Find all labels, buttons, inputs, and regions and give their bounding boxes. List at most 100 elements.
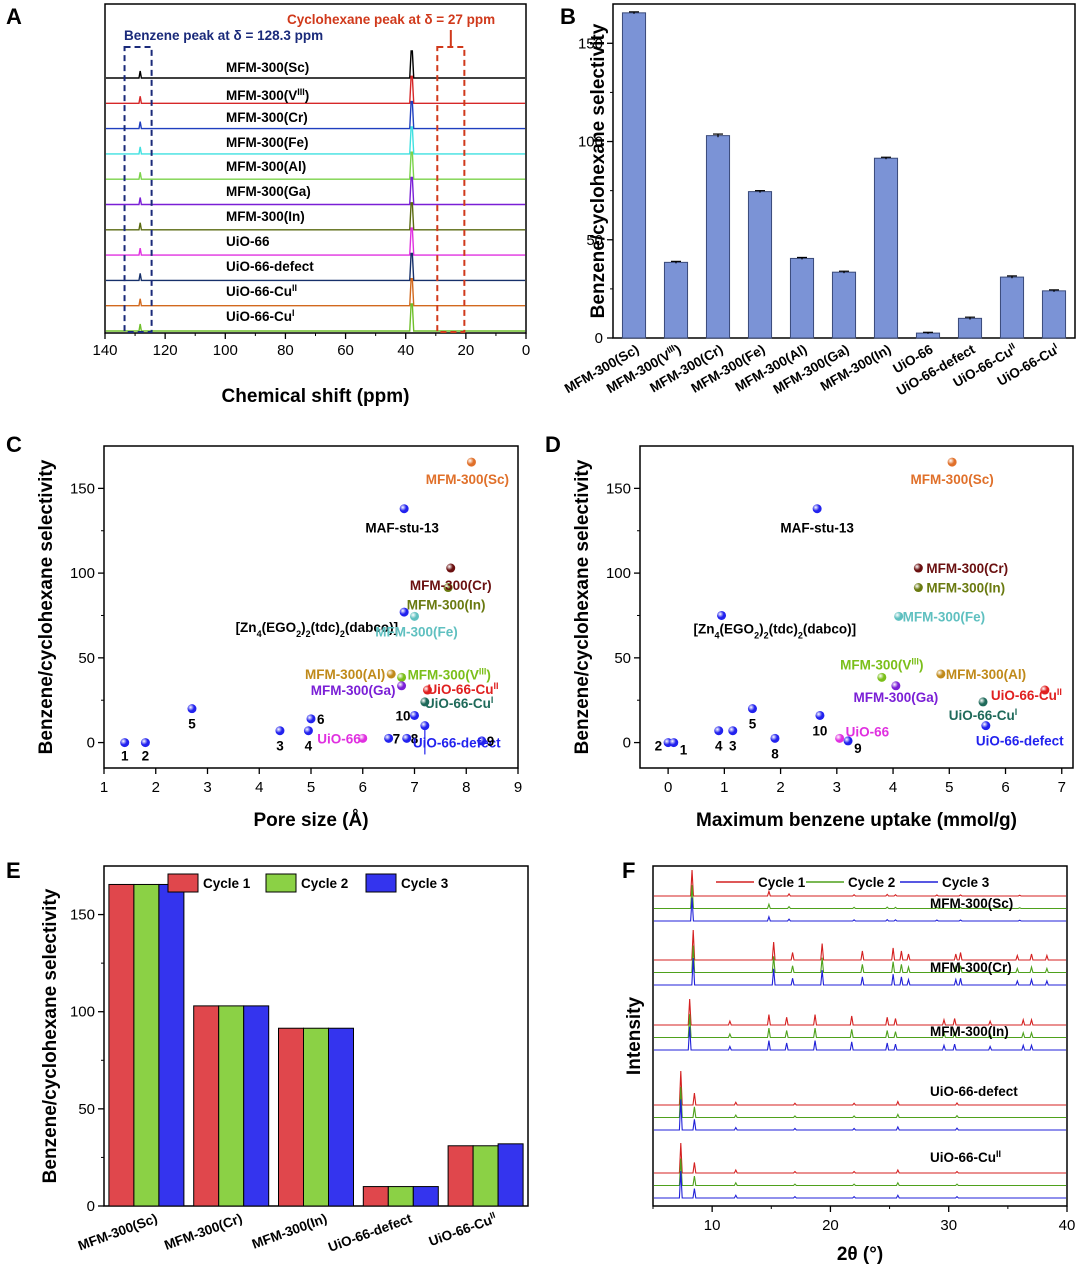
series-label: MFM-300(Al)	[226, 159, 306, 174]
point-label: [Zn4(EGO2)2(tdc)2(dabco)]	[694, 621, 857, 640]
series-label: UiO-66-CuII	[226, 283, 297, 299]
x-tick-label: 40	[397, 342, 414, 359]
text-part: 2	[306, 629, 311, 639]
y-tick-label: 150	[578, 35, 603, 52]
text-part: 5	[188, 717, 196, 732]
x-tick-label: 8	[462, 779, 470, 796]
data-point	[728, 726, 738, 736]
nmr-trace	[106, 303, 525, 332]
text-part: UiO-66-Cu	[930, 1150, 996, 1165]
data-point	[1040, 685, 1050, 695]
group-label: MFM-300(Cr)	[930, 960, 1012, 975]
bar	[328, 1027, 354, 1207]
data-point	[187, 704, 197, 714]
data-point	[358, 733, 368, 743]
data-point	[384, 733, 394, 743]
point-label: MFM-300(Sc)	[910, 472, 993, 487]
text-part: 9	[854, 741, 862, 756]
data-point	[306, 714, 316, 724]
point-label: 1	[680, 743, 688, 758]
point-label: MFM-300(Fe)	[375, 624, 458, 639]
legend-swatch	[365, 873, 397, 893]
bar	[472, 1145, 499, 1207]
bar	[789, 257, 815, 339]
panel-f: 10 20 30 40 2θ (°) Intensity Cycle 1 Cycle 2 Cyc…	[624, 865, 1075, 1265]
data-point	[894, 611, 904, 621]
text-part: MAF-stu-13	[780, 521, 854, 536]
panel-letter-a: A	[6, 4, 22, 29]
x-tick-label: 140	[92, 342, 117, 359]
text-part: II	[292, 283, 297, 293]
series-label: MFM-300(Cr)	[226, 110, 308, 125]
x-axis-title: Chemical shift (ppm)	[222, 386, 410, 407]
data-point	[815, 710, 825, 720]
text-part: UiO-66	[846, 724, 890, 739]
text-part: MFM-300(Cr)	[926, 561, 1008, 576]
text-part: 4	[715, 739, 723, 754]
text-part: (EGO	[720, 621, 755, 636]
bar	[158, 883, 185, 1207]
point-label: MFM-300(In)	[926, 581, 1005, 596]
text-part: II	[488, 1210, 496, 1221]
point-label: MFM-300(In)	[407, 598, 486, 613]
pxrd-trace	[654, 998, 1066, 1026]
x-tick-label: 6	[1001, 779, 1009, 796]
panel-letter-b: B	[560, 4, 576, 29]
legend-swatch	[265, 873, 297, 893]
data-point	[936, 669, 946, 679]
point-label: UiO-66-CuII	[991, 687, 1062, 703]
text-part: MFM-300(Al)	[226, 159, 306, 174]
text-part: 4	[257, 629, 262, 639]
panel-letter-c: C	[6, 432, 22, 457]
axes-frame	[104, 3, 527, 334]
text-part: (tdc)	[769, 621, 798, 636]
category-label: MFM-300(In)	[250, 1211, 329, 1252]
data-point	[812, 504, 822, 514]
x-axis-title: Maximum benzene uptake (mmol/g)	[696, 810, 1017, 831]
point-label: UiO-66-defect	[413, 736, 501, 751]
point-label: UiO-66-CuI	[949, 707, 1018, 723]
point-label: 7	[393, 731, 401, 746]
group-label: MFM-300(Sc)	[930, 896, 1013, 911]
point-label: 4	[305, 739, 313, 754]
text-part: 9	[487, 734, 495, 749]
y-axis-title: Benzene/cyclohexane selectivity	[588, 23, 609, 318]
nmr-trace	[106, 202, 525, 231]
nmr-trace	[106, 126, 525, 155]
point-label: MFM-300(Ga)	[311, 683, 396, 698]
legend-label: Cycle 3	[401, 876, 449, 891]
text-part: 3	[276, 739, 284, 754]
text-part: II	[493, 681, 498, 691]
bar	[1041, 290, 1067, 339]
y-tick-label: 0	[595, 330, 603, 347]
y-tick-label: 50	[78, 1101, 95, 1118]
point-label: MAF-stu-13	[780, 521, 854, 536]
bar	[831, 271, 857, 339]
y-axis-title: Benzene/cyclohexane selectivity	[36, 459, 57, 754]
point-label: UiO-66	[846, 724, 890, 739]
point-label: MFM-300(Fe)	[903, 609, 986, 624]
point-label: MFM-300(Cr)	[926, 561, 1008, 576]
text-part: UiO-66-Cu	[226, 284, 292, 299]
data-point	[913, 583, 923, 593]
point-label: 9	[487, 734, 495, 749]
x-tick-label: 4	[255, 779, 263, 796]
nmr-trace	[106, 50, 525, 79]
data-point	[410, 710, 419, 720]
group-label: UiO-66-CuII	[930, 1149, 1001, 1165]
point-label: UiO-66	[317, 731, 361, 746]
text-part: MFM-300(V	[408, 667, 479, 682]
bar	[999, 276, 1025, 339]
y-tick-label: 150	[606, 480, 631, 497]
text-part: 2	[764, 630, 769, 640]
nmr-trace	[106, 227, 525, 256]
data-point	[770, 733, 780, 743]
text-part: MFM-300(Sc)	[910, 472, 993, 487]
data-point	[981, 721, 991, 731]
y-axis-title: Benzene/cyclohexane selectivity	[40, 888, 61, 1183]
text-part: UiO-66-defect	[413, 736, 501, 751]
text-part: (EGO	[262, 620, 297, 635]
cyclohexane-peak-box	[436, 46, 466, 333]
x-tick-label: 80	[277, 342, 294, 359]
